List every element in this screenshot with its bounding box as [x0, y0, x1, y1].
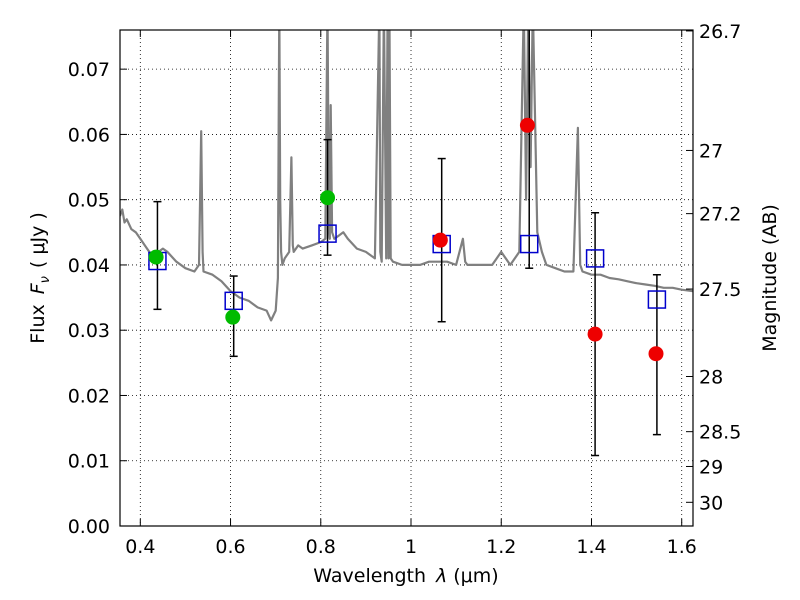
green-point	[320, 190, 336, 206]
right-tick-label: 27.2	[699, 204, 741, 226]
y-tick-label: 0.02	[68, 385, 110, 407]
y-tick-label: 0.01	[68, 451, 110, 473]
red-point	[587, 326, 603, 342]
x-tick-label: 0.8	[306, 536, 336, 558]
error-bar	[525, 30, 534, 269]
model-square	[318, 224, 337, 243]
model-square	[224, 291, 243, 311]
axes-frame	[119, 29, 694, 527]
right-tick-label: 27	[699, 140, 723, 162]
x-tick-label: 0.4	[125, 536, 155, 558]
x-tick-label: 0.6	[215, 536, 245, 558]
spectrum-line	[120, 30, 693, 322]
green-point	[225, 309, 241, 325]
right-axis-label: Magnitude (AB)	[759, 204, 781, 352]
right-tick-label: 26.7	[699, 21, 741, 43]
grid-lines	[120, 30, 693, 527]
y-tick-label: 0.05	[68, 190, 110, 212]
right-tick-label: 28	[699, 366, 723, 388]
x-tick-label: 1	[405, 536, 417, 558]
model-square	[647, 290, 667, 309]
model-square	[585, 249, 605, 268]
red-point	[432, 232, 448, 248]
axes	[119, 29, 694, 527]
y-tick-label: 0.00	[68, 516, 110, 538]
red-point	[648, 346, 664, 362]
y-tick-label: 0.03	[68, 320, 110, 342]
red-point	[519, 117, 535, 133]
right-tick-label: 29	[699, 456, 723, 478]
y-tick-label: 0.06	[68, 124, 110, 146]
x-tick-label: 1.2	[486, 536, 516, 558]
right-tick-label: 30	[699, 492, 723, 514]
right-tick-label: 27.5	[699, 279, 741, 301]
y-axis-label: FluxFν( μJy )	[27, 212, 53, 344]
green-point	[148, 249, 164, 265]
y-tick-label: 0.04	[68, 255, 110, 277]
tick-labels: 0.4 0.6 0.8 1 1.2 1.4 1.6 0.00 0.01 0.02 0.03 0.04 0…	[68, 21, 742, 558]
x-tick-label: 1.4	[576, 536, 606, 558]
plot-area	[120, 30, 693, 322]
y-tick-label: 0.07	[68, 59, 110, 81]
x-axis-label: Wavelength λ (μm)	[313, 565, 498, 587]
model-square	[519, 234, 539, 254]
x-tick-label: 1.6	[667, 536, 697, 558]
right-tick-label: 28.5	[699, 422, 741, 444]
error-bars	[148, 30, 667, 457]
